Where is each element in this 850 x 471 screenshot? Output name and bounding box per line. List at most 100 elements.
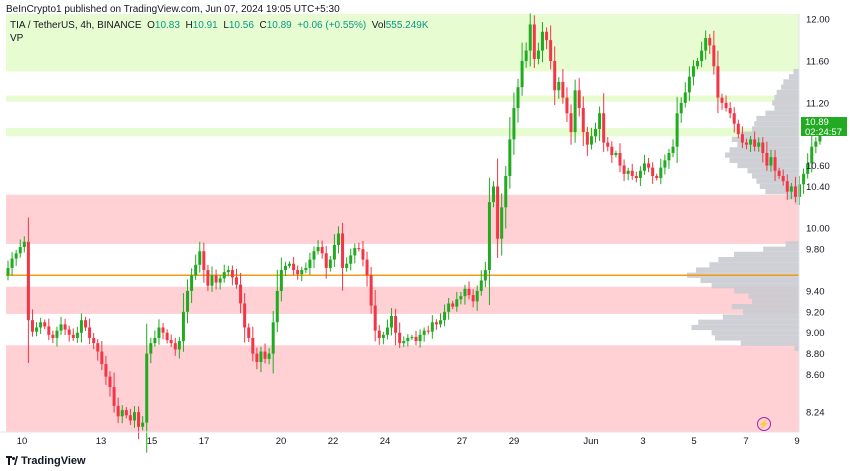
candle-body [112, 387, 116, 406]
candle-body [443, 311, 447, 321]
time-tick-label: 9 [794, 436, 799, 447]
candle-body [773, 157, 777, 171]
candle-body [757, 142, 761, 147]
candle-body [496, 186, 500, 239]
candle-body [312, 251, 316, 260]
candle-body [275, 290, 279, 323]
high-label: H [185, 20, 193, 31]
low-label: L [223, 20, 229, 31]
price-axis: 12.0011.6011.2011.0010.6010.4010.009.809… [806, 15, 830, 419]
volume-profile-bar [729, 157, 799, 163]
candle-body [573, 90, 577, 133]
candle-body [581, 108, 585, 133]
last-price-tag: 10.89 02:24:57 [801, 117, 847, 137]
candle-body [194, 264, 198, 276]
price-zones [6, 14, 799, 432]
candle-body [585, 132, 589, 145]
candle-body [55, 330, 59, 338]
candle-body [504, 175, 508, 208]
volume-profile-bar [793, 68, 799, 75]
candle-body [328, 259, 332, 268]
candle-body [369, 275, 373, 306]
tradingview-logo: TradingView [6, 455, 86, 467]
price-tick-label: 9.00 [806, 328, 825, 339]
candle-body [132, 412, 136, 421]
candle-body [687, 76, 691, 93]
volume-profile-bar [787, 194, 799, 200]
candle-body [769, 157, 773, 166]
volume-profile-bar [711, 283, 799, 289]
volume-profile-bar [794, 199, 799, 205]
volume-profile-bar [737, 162, 799, 169]
symbol-title[interactable]: TIA / TetherUS, 4h, BINANCE [10, 20, 142, 31]
candle-body [728, 108, 732, 114]
candle-body [589, 136, 593, 145]
candle-body [626, 170, 630, 174]
candle-body [606, 142, 610, 147]
time-tick-label: 7 [743, 436, 748, 447]
price-tick-label: 8.24 [806, 408, 825, 419]
candle-body [451, 303, 455, 307]
change-value: +0.06 (+0.55%) [297, 20, 367, 31]
candle-body [663, 160, 667, 168]
candle-body [181, 311, 185, 342]
candle-body [561, 81, 565, 98]
candle-body [761, 142, 765, 153]
volume-profile-bar [731, 303, 799, 310]
candle-body [528, 24, 532, 51]
candle-body [667, 152, 671, 161]
lightning-icon[interactable]: ⚡ [757, 417, 771, 431]
candle-body [18, 247, 22, 254]
candle-body [418, 334, 422, 342]
vp-indicator-label[interactable]: VP [10, 33, 24, 44]
candle-body [553, 61, 557, 91]
volume-profile-bar [783, 79, 799, 85]
candle-body [479, 280, 483, 291]
price-tick-label: 10.40 [806, 182, 830, 193]
candle-body [814, 141, 818, 147]
time-tick-label: 20 [276, 436, 287, 447]
candle-body [569, 113, 573, 133]
candle-body [47, 326, 51, 335]
candle-body [304, 267, 308, 271]
volume-profile-bar [788, 74, 799, 80]
candle-body [765, 152, 769, 166]
candle-body [149, 343, 153, 354]
candle-body [349, 255, 353, 264]
candle-body [463, 288, 467, 297]
candle-body [394, 316, 398, 333]
candle-body [679, 102, 683, 114]
candle-body [785, 181, 789, 192]
open-value: 10.83 [154, 20, 180, 31]
volume-value: 555.249K [385, 20, 429, 31]
candle-body [447, 303, 451, 312]
candle-body [357, 248, 361, 250]
candle-body [402, 341, 406, 344]
time-tick-label: 15 [147, 436, 158, 447]
volume-profile-bar [756, 115, 799, 122]
time-axis: 10 13 15 17 20 22 24 27 29 Jun 3 5 7 9 [17, 436, 800, 447]
candle-body [802, 173, 806, 185]
candle-body [634, 175, 638, 179]
price-tick-label: 9.80 [806, 245, 825, 256]
resistance-zone [6, 14, 799, 72]
candle-body [288, 263, 292, 266]
candle-body [577, 90, 581, 109]
candle-body [549, 40, 553, 62]
candle-body [128, 415, 132, 421]
candle-body [471, 295, 475, 302]
candle-body [104, 364, 108, 377]
candle-body [206, 270, 210, 286]
candle-body [647, 163, 651, 168]
volume-profile-bar [754, 121, 799, 127]
candle-body [642, 163, 646, 171]
time-tick-label: 3 [640, 436, 645, 447]
candle-body [508, 139, 512, 176]
candle-body [777, 170, 781, 176]
candle-body [545, 31, 549, 41]
volume-profile-bar [776, 89, 799, 95]
candle-body [96, 343, 100, 352]
candle-body [10, 258, 14, 268]
candle-body [292, 263, 296, 271]
candle-body [177, 341, 181, 350]
